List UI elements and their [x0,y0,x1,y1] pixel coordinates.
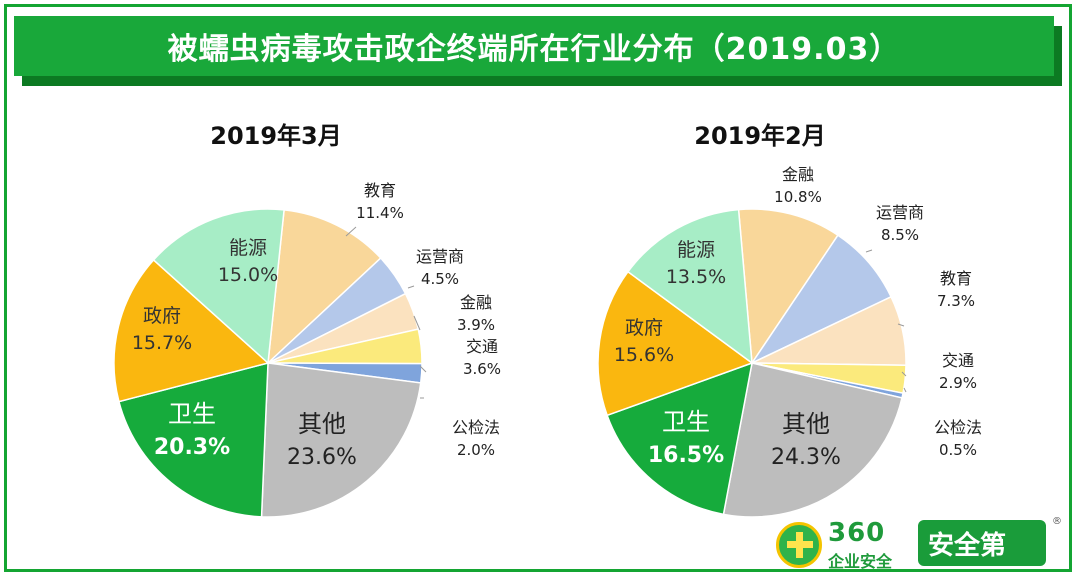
slice-label-1-0: 金融 [782,165,814,184]
slice-value-0-1: 4.5% [421,270,459,288]
slice-label-1-7: 政府 [625,317,663,339]
leader-line-1-2 [897,323,905,327]
leader-line-1-3 [901,371,907,377]
pie-slice-1-8 [626,208,753,365]
pie-slice-0-5 [260,362,422,518]
pie-slice-0-7 [113,258,270,403]
slice-label-0-0: 教育 [364,181,396,200]
slice-label-0-8: 能源 [229,237,267,259]
brand-box: 安全第 [918,520,1046,566]
slice-value-1-2: 7.3% [937,292,975,310]
slice-value-1-7: 15.6% [614,344,674,366]
pie-slice-1-0 [737,208,839,366]
chart-title-march: 2019年3月 [210,122,342,150]
brand-logo-block: 360 企业安全 安全第 ® [776,516,1076,574]
pie-slice-1-7 [597,270,754,417]
slice-value-1-0: 10.8% [774,188,822,206]
slice-value-0-6: 20.3% [154,435,230,460]
pie-slice-0-8 [152,208,285,365]
leader-line-0-0 [345,226,357,237]
slice-label-0-6: 卫生 [168,400,216,428]
slice-value-1-4: 0.5% [939,441,977,459]
slice-value-0-8: 15.0% [218,264,278,286]
slice-value-0-3: 3.6% [463,360,501,378]
banner-title: 被蠕虫病毒攻击政企终端所在行业分布（2019.03） [14,16,1054,76]
slice-label-0-7: 政府 [143,305,181,327]
slice-value-0-2: 3.9% [457,316,495,334]
leader-line-0-2 [413,315,421,331]
slice-value-0-5: 23.6% [287,445,357,470]
slice-label-1-4: 公检法 [934,418,982,437]
pie-chart-0: 教育 11.4% 运营商 4.5%金融 3.9% 交通 3.6% 公检法 2.0% 其他 23.6%… [113,181,501,518]
slice-value-1-3: 2.9% [939,374,977,392]
slice-label-0-5: 其他 [298,410,346,438]
slice-label-0-2: 金融 [460,293,492,312]
slice-label-0-4: 公检法 [452,418,500,437]
slice-label-1-5: 其他 [782,410,830,438]
slice-label-1-1: 运营商 [876,203,924,222]
slice-value-1-5: 24.3% [771,445,841,470]
slice-value-1-6: 16.5% [648,443,724,468]
slice-label-0-1: 运营商 [416,247,464,266]
brand-number: 360 [828,518,886,548]
leader-line-1-1 [865,249,873,253]
slice-label-1-8: 能源 [677,239,715,261]
slice-value-0-4: 2.0% [457,441,495,459]
pie-slice-0-6 [118,362,269,518]
brand-subtitle: 企业安全 [828,552,893,571]
slice-label-1-6: 卫生 [662,408,710,436]
leader-line-0-1 [407,285,415,289]
leader-line-0-3 [419,365,427,373]
slice-value-1-1: 8.5% [881,226,919,244]
slice-value-0-0: 11.4% [356,204,404,222]
plus-logo-icon [776,522,822,568]
page-frame [4,4,1072,572]
pie-slice-0-0 [267,209,382,365]
slice-label-0-3: 交通 [466,337,498,356]
registered-mark: ® [1052,516,1062,527]
pie-slice-1-5 [722,362,903,518]
chart-title-february: 2019年2月 [694,122,826,150]
pie-slice-1-6 [606,361,753,516]
slice-value-0-7: 15.7% [132,332,192,354]
slice-value-1-8: 13.5% [666,266,726,288]
pie-chart-1: 金融 10.8% 运营商 8.5% 教育 7.3% 交通 2.9% 公检法 0.5% 其他 24.3%… [597,165,982,518]
slice-label-1-2: 教育 [940,269,972,288]
leader-line-1-4 [903,387,907,393]
slice-label-1-3: 交通 [942,351,974,370]
